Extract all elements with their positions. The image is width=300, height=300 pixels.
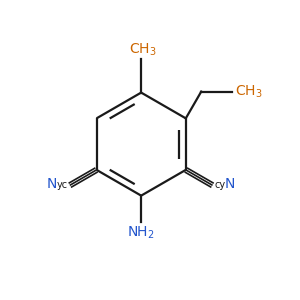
Text: NH$_2$: NH$_2$ [127,224,155,241]
Text: CH$_3$: CH$_3$ [235,83,262,100]
Text: N: N [47,177,57,191]
Text: CH$_3$: CH$_3$ [129,41,157,58]
Text: N: N [224,177,235,191]
Text: cy: cy [214,180,225,190]
Text: yc: yc [57,180,68,190]
